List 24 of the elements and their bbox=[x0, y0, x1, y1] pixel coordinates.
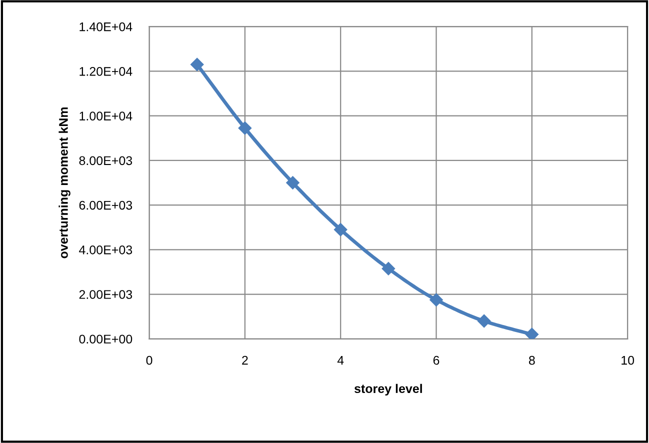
y-tick-label: 1.20E+04 bbox=[80, 66, 132, 76]
point bbox=[382, 262, 396, 276]
x-tick-label: 4 bbox=[337, 356, 344, 365]
point bbox=[334, 222, 348, 236]
y-tick-label: 4.00E+03 bbox=[79, 245, 132, 254]
y-tick-label: 1.00E+04 bbox=[80, 112, 132, 120]
y-tick-label: 0.00E+00 bbox=[79, 334, 132, 344]
x-axis-title: storey level bbox=[354, 384, 422, 396]
x-tick-label: 10 bbox=[622, 356, 634, 365]
x-tick-label: 2 bbox=[242, 356, 248, 365]
y-axis-title: overturning moment kNm bbox=[58, 107, 70, 258]
y-tick-label: 2.00E+03 bbox=[79, 290, 132, 299]
point bbox=[238, 121, 252, 135]
x-tick-label: 6 bbox=[433, 356, 440, 365]
point bbox=[286, 176, 300, 190]
y-tick-label: 8.00E+03 bbox=[79, 156, 132, 166]
y-tick-label: 6.00E+03 bbox=[79, 200, 132, 210]
point bbox=[525, 328, 539, 339]
y-tick-label: 1.40E+04 bbox=[80, 22, 132, 32]
point bbox=[478, 314, 491, 328]
x-tick-label: 0 bbox=[146, 356, 152, 365]
x-tick-label: 8 bbox=[528, 356, 535, 365]
point bbox=[190, 58, 204, 72]
point bbox=[430, 293, 443, 306]
